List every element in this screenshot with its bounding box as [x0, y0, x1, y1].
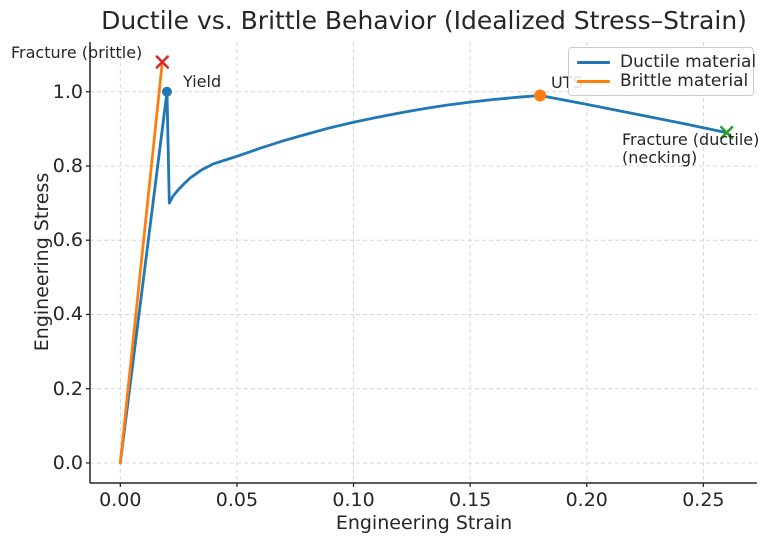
yield-marker [161, 86, 172, 97]
legend-item-ductile: Ductile material [577, 53, 756, 72]
legend: Ductile material Brittle material [568, 47, 756, 96]
legend-item-brittle: Brittle material [577, 71, 749, 91]
fracture-brittle-label: Fracture (brittle) [11, 43, 143, 62]
x-tick-label: 0.00 [99, 489, 142, 511]
y-tick-label: 0.4 [52, 303, 83, 326]
y-tick-label: 0.0 [52, 451, 83, 474]
x-tick-label: 0.10 [332, 489, 375, 511]
x-tick-label: 0.20 [565, 489, 608, 511]
x-tick-label: 0.15 [448, 489, 492, 511]
legend-label-brittle: Brittle material [620, 71, 749, 91]
y-tick-label: 1.0 [52, 80, 83, 103]
x-axis-label: Engineering Strain [335, 512, 513, 534]
y-tick-label: 0.6 [52, 229, 83, 252]
y-tick-label: 0.8 [52, 154, 83, 177]
yield-label: Yield [183, 72, 222, 91]
x-tick-label: 0.25 [682, 489, 725, 511]
y-tick-label: 0.2 [52, 377, 83, 400]
ductile-line [118, 90, 729, 465]
brittle-line-swatch [577, 80, 610, 83]
legend-label-ductile: Ductile material [620, 52, 757, 72]
uts-marker [534, 89, 547, 102]
ductile-line-swatch [577, 61, 610, 64]
x-tick-label: 0.05 [215, 489, 259, 511]
brittle-line [118, 60, 164, 465]
fracture-ductile-label: Fracture (ductile) (necking) [622, 130, 760, 167]
fracture-ductile-marker [719, 125, 734, 140]
chart-title: Ductile vs. Brittle Behavior (Idealized … [101, 6, 747, 35]
fracture-brittle-marker [155, 55, 170, 69]
